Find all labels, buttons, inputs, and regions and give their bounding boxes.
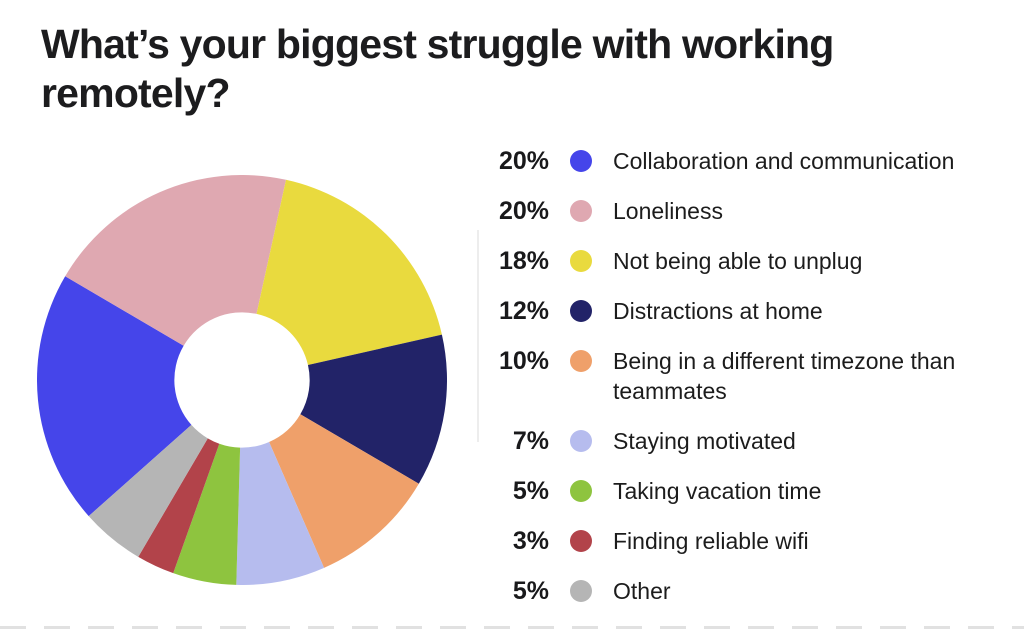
legend-item: 20% Loneliness <box>492 196 997 226</box>
legend-percent: 10% <box>498 347 549 375</box>
legend-label: Collaboration and communication <box>613 148 955 174</box>
legend-color-dot <box>570 250 592 272</box>
legend-color-dot <box>570 530 592 552</box>
legend-percent: 5% <box>512 477 549 505</box>
legend-percent: 12% <box>498 297 549 325</box>
legend-label: Taking vacation time <box>613 478 822 504</box>
legend-label: Loneliness <box>613 198 723 224</box>
legend-label: Not being able to unplug <box>613 248 863 274</box>
pie-segment <box>269 414 419 568</box>
legend-item: 12% Distractions at home <box>492 296 997 326</box>
pie-segment <box>256 179 442 366</box>
legend-label: Distractions at home <box>613 298 823 324</box>
legend-color-dot <box>570 300 592 322</box>
legend-percent: 3% <box>512 527 549 555</box>
pie-segment <box>88 424 208 557</box>
legend-label: Being in a different timezone than teamm… <box>613 348 956 404</box>
legend-item: 3% Finding reliable wifi <box>492 526 997 556</box>
legend-color-dot <box>570 580 592 602</box>
pie-segment <box>65 175 287 346</box>
bottom-crop-line <box>0 626 1024 629</box>
vertical-divider <box>477 230 479 442</box>
pie-segment <box>37 276 192 517</box>
legend-color-dot <box>570 480 592 502</box>
legend-label: Staying motivated <box>613 428 796 454</box>
legend-color-dot <box>570 150 592 172</box>
legend-item: 5% Taking vacation time <box>492 476 997 506</box>
pie-segment <box>138 438 220 574</box>
legend: 20% Collaboration and communication 20% Lon… <box>492 146 997 606</box>
legend-item: 10% Being in a different timezone than te… <box>492 346 997 406</box>
legend-label: Other <box>613 578 671 604</box>
legend-percent: 7% <box>512 427 549 455</box>
pie-segment <box>300 334 447 484</box>
legend-percent: 5% <box>512 577 549 605</box>
page-title: What’s your biggest struggle with workin… <box>41 21 834 117</box>
legend-item: 18% Not being able to unplug <box>492 246 997 276</box>
donut-chart <box>37 175 447 585</box>
legend-label: Finding reliable wifi <box>613 528 809 554</box>
legend-color-dot <box>570 350 592 372</box>
legend-color-dot <box>570 430 592 452</box>
pie-segment <box>173 443 241 585</box>
legend-item: 7% Staying motivated <box>492 426 997 456</box>
legend-color-dot <box>570 200 592 222</box>
pie-segment <box>236 441 325 585</box>
legend-item: 5% Other <box>492 576 997 606</box>
legend-percent: 20% <box>498 147 549 175</box>
legend-percent: 18% <box>498 247 549 275</box>
legend-percent: 20% <box>498 197 549 225</box>
legend-item: 20% Collaboration and communication <box>492 146 997 176</box>
